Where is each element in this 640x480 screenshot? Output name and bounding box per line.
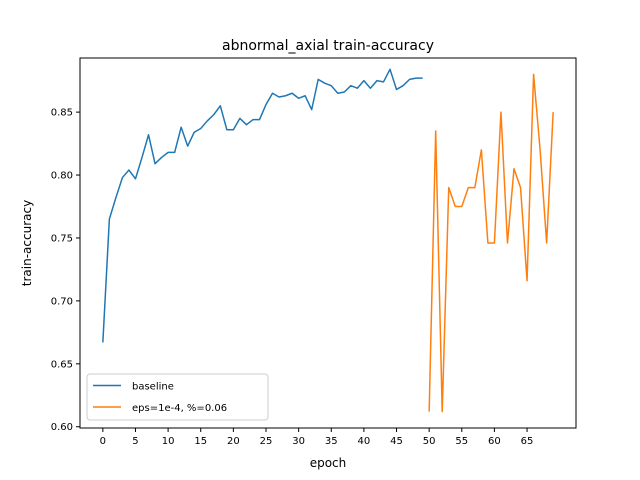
y-tick-label: 0.70 [51, 296, 73, 307]
x-tick-label: 10 [162, 436, 175, 447]
x-tick-label: 15 [194, 436, 207, 447]
y-tick-label: 0.75 [51, 233, 73, 244]
series-line-baseline [102, 68, 423, 343]
x-tick-label: 25 [260, 436, 273, 447]
x-axis-label: epoch [310, 456, 347, 470]
plot-area-frame [79, 57, 577, 429]
legend-label-baseline: baseline [132, 382, 174, 393]
x-tick-label: 65 [521, 436, 534, 447]
x-tick-label: 50 [423, 436, 436, 447]
legend-box [86, 373, 269, 421]
x-tick-label: 60 [488, 436, 501, 447]
y-tick-label: 0.80 [51, 171, 73, 182]
y-tick-label: 0.60 [51, 422, 73, 433]
y-tick-label: 0.65 [51, 359, 73, 370]
x-axis: 0 5 10 15 20 25 30 35 40 45 50 55 60 65 [100, 428, 534, 447]
chart-title: abnormal_axial train-accuracy [222, 38, 434, 54]
x-tick-label: 55 [455, 436, 468, 447]
x-tick-label: 0 [100, 436, 106, 447]
y-tick-label: 0.85 [51, 108, 73, 119]
series-layer [102, 68, 554, 413]
x-tick-label: 35 [325, 436, 338, 447]
legend: baseline eps=1e-4, %=0.06 [86, 373, 269, 421]
x-tick-label: 30 [292, 436, 305, 447]
y-axis-label: train-accuracy [20, 200, 34, 286]
series-line-eps [428, 73, 554, 413]
y-axis: 0.60 0.65 0.70 0.75 0.80 0.85 [51, 108, 80, 433]
x-tick-label: 40 [358, 436, 371, 447]
x-tick-label: 45 [390, 436, 403, 447]
x-tick-label: 20 [227, 436, 240, 447]
legend-label-eps: eps=1e-4, %=0.06 [132, 403, 227, 414]
x-tick-label: 5 [132, 436, 138, 447]
